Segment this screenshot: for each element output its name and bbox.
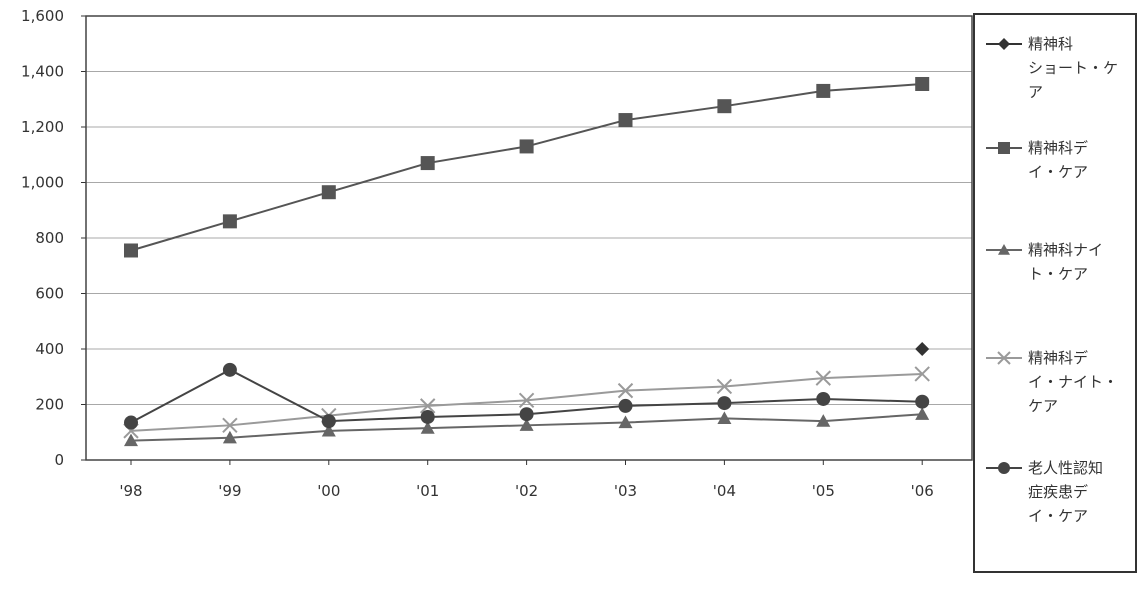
data-point xyxy=(716,378,733,395)
y-tick-label: 1,400 xyxy=(21,63,64,81)
legend-label: ア xyxy=(1028,83,1043,101)
legend-swatch-marker xyxy=(998,38,1010,50)
data-point xyxy=(618,113,633,128)
data-point xyxy=(419,398,436,414)
data-point xyxy=(914,366,930,382)
y-tick-label: 1,600 xyxy=(21,7,64,25)
legend-label: イ・ケア xyxy=(1028,163,1088,181)
data-point xyxy=(420,421,435,434)
x-tick-label: '00 xyxy=(317,482,340,500)
x-tick-label: '98 xyxy=(119,482,142,500)
y-tick-label: 1,200 xyxy=(21,118,64,136)
data-point xyxy=(222,417,238,434)
legend-label: イ・ケア xyxy=(1028,507,1088,525)
y-tick-label: 400 xyxy=(35,340,64,358)
data-point xyxy=(617,382,634,399)
data-point xyxy=(519,407,534,422)
data-point xyxy=(420,156,435,171)
axes: 0 200 400 600 800 1,000 1,200 1,400 1,600 '98 '99 '… xyxy=(21,7,973,500)
data-point xyxy=(816,414,831,427)
legend-label: ト・ケア xyxy=(1028,265,1088,283)
x-tick-label: '04 xyxy=(713,482,736,500)
legend: 精神科ショート・ケア精神科デイ・ケア精神科ナイト・ケア精神科デイ・ナイト・ケア老… xyxy=(973,13,1137,573)
legend-label: 精神科デ xyxy=(1028,139,1088,157)
y-tick-label: 600 xyxy=(35,285,64,303)
data-point xyxy=(124,415,138,430)
plot-frame xyxy=(85,15,973,461)
legend-label: ショート・ケ xyxy=(1028,59,1118,77)
data-point xyxy=(222,214,237,229)
x-tick-label: '99 xyxy=(218,482,241,500)
data-point xyxy=(717,99,732,114)
y-tick-label: 200 xyxy=(35,396,64,414)
legend-swatch-marker xyxy=(998,244,1010,255)
series-3 xyxy=(124,407,930,447)
data-point xyxy=(321,423,336,437)
data-point xyxy=(420,409,435,424)
x-tick-label: '05 xyxy=(812,482,835,500)
legend-box xyxy=(973,13,1137,573)
gridlines xyxy=(86,15,972,405)
data-point xyxy=(717,411,732,424)
data-point xyxy=(816,391,831,406)
data-point xyxy=(321,414,336,429)
data-point xyxy=(915,342,930,356)
y-tick-label: 0 xyxy=(54,451,64,469)
legend-swatch-marker xyxy=(998,142,1010,154)
y-tick-label: 800 xyxy=(35,229,64,247)
data-point xyxy=(222,362,237,377)
y-tick-label: 1,000 xyxy=(21,174,64,192)
legend-label: 精神科デ xyxy=(1028,349,1088,367)
legend-label: 精神科ナイ xyxy=(1028,241,1103,259)
data-point xyxy=(618,398,633,413)
data-point xyxy=(124,243,138,258)
x-tick-label: '01 xyxy=(416,482,439,500)
legend-label: イ・ナイト・ xyxy=(1028,373,1118,391)
data-point xyxy=(915,394,930,409)
data-point xyxy=(321,185,336,200)
data-point xyxy=(815,370,832,386)
x-tick-label: '06 xyxy=(911,482,934,500)
data-point xyxy=(519,139,534,154)
series-5 xyxy=(124,362,930,430)
data-point xyxy=(124,433,138,447)
data-point xyxy=(915,76,930,91)
legend-label: 精神科 xyxy=(1028,35,1073,53)
series-1 xyxy=(915,342,930,356)
data-point xyxy=(915,407,930,420)
series-line xyxy=(130,82,923,252)
series-4 xyxy=(123,366,930,439)
legend-label: 症疾患デ xyxy=(1028,483,1088,501)
legend-label: ケア xyxy=(1028,397,1058,415)
legend-swatch-marker xyxy=(998,462,1010,474)
data-point xyxy=(518,392,535,409)
series-2 xyxy=(124,76,930,258)
data-point xyxy=(717,396,732,411)
x-tick-label: '03 xyxy=(614,482,637,500)
x-tick-label: '02 xyxy=(515,482,538,500)
data-point xyxy=(618,415,633,429)
legend-swatch-marker xyxy=(997,351,1011,365)
data-point xyxy=(816,83,831,98)
legend-label: 老人性認知 xyxy=(1028,459,1103,477)
data-point xyxy=(519,418,534,431)
series-layer xyxy=(123,76,930,447)
data-point xyxy=(222,430,237,444)
